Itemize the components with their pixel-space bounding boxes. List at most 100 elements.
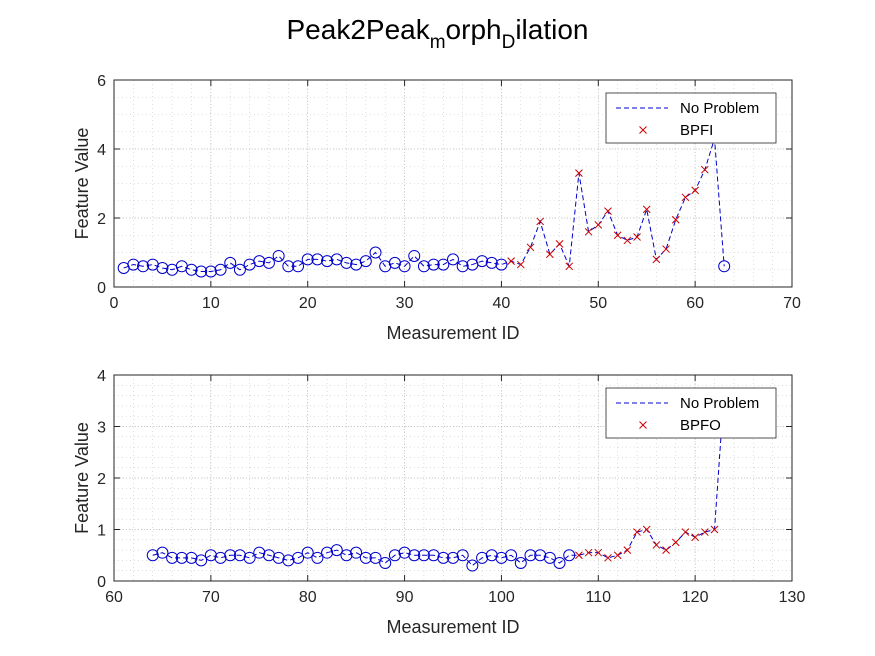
title-segment: D [501,32,516,53]
cross-stroke [613,231,622,240]
point-circle [553,556,566,569]
cross-stroke [575,169,583,178]
point-circle [137,260,150,273]
point-circle [718,260,731,273]
point-circle [495,258,508,271]
x-tick-label: 90 [396,589,414,606]
point-circle [243,551,256,564]
cross-stroke [594,221,603,229]
cross-stroke [604,207,612,215]
cross-stroke [594,548,603,557]
cross-stroke [642,205,651,214]
legend: No Problem BPFI [605,92,777,144]
point-cross [584,227,593,236]
point-circle [456,260,469,273]
title-segment: m [429,32,446,53]
cross-stroke [613,551,622,560]
point-cross [652,255,661,264]
legend-label: No Problem [680,395,759,412]
point-circle [330,544,343,557]
point-circle [224,256,237,269]
point-cross [604,207,612,215]
title-segment: Peak2Peak [286,14,430,45]
point-circle [495,551,508,564]
point-circle [447,253,459,266]
point-cross [507,257,515,265]
cross-stroke [681,193,690,202]
point-circle [534,549,547,562]
cross-stroke [536,217,545,226]
point-cross [691,533,699,542]
cross-stroke [700,528,709,536]
y-axis-label: Feature Value [72,422,92,534]
x-tick-label: 50 [589,295,607,312]
legend-swatch-cross [639,421,647,429]
point-circle [437,551,450,564]
point-circle [311,551,324,564]
x-tick-label: 110 [586,589,612,606]
point-circle [543,551,556,564]
cross-stroke [584,227,593,236]
point-circle [417,260,430,273]
point-circle [166,551,179,564]
title-segment: ilation [515,14,589,45]
x-tick-label: 100 [488,589,515,606]
point-circle [398,260,411,273]
point-cross [575,551,583,560]
cross-stroke [516,260,525,269]
point-cross [536,217,545,226]
point-circle [272,249,285,262]
y-tick-label: 4 [97,142,106,159]
point-circle [156,546,169,559]
point-circle [476,551,489,564]
point-circle [262,549,275,562]
y-tick-label: 4 [97,368,106,385]
point-circle [195,554,208,567]
point-cross [613,551,622,560]
cross-stroke [652,541,661,549]
cross-stroke [546,250,554,259]
x-tick-label: 80 [299,589,317,606]
legend-label: BPFI [680,122,713,139]
x-tick-label: 30 [396,295,414,312]
point-circle [262,256,275,269]
legend-label: No Problem [680,100,759,117]
point-cross [623,546,632,554]
point-circle [185,263,198,276]
x-tick-label: 60 [686,295,704,312]
cross-stroke [671,215,680,224]
point-circle [340,256,353,269]
x-tick-label: 40 [493,295,511,312]
grid [113,79,793,288]
point-cross [691,186,699,195]
x-tick-label: 10 [202,295,220,312]
point-circle [379,556,392,569]
cross-stroke [681,528,690,536]
cross-stroke [700,165,709,174]
point-cross [516,260,525,269]
series-line-no-problem [152,390,725,567]
x-tick-label: 70 [783,295,801,312]
point-cross [575,169,583,178]
point-cross [565,262,574,271]
point-cross [700,165,709,174]
cross-stroke [565,262,574,271]
y-tick-label: 1 [97,523,106,540]
point-cross [584,548,593,557]
point-circle [272,551,285,564]
cross-stroke [507,257,515,265]
y-tick-label: 2 [97,471,106,488]
x-tick-label: 130 [779,589,806,606]
y-axis-label: Feature Value [72,128,92,240]
figure-title: Peak2PeakmorphDilation [0,14,875,54]
cross-stroke [633,528,641,536]
x-tick-label: 0 [110,295,119,312]
point-circle [156,262,169,275]
point-circle [321,255,334,268]
y-tick-label: 6 [97,73,106,90]
point-circle [311,253,324,266]
cross-stroke [652,255,661,264]
point-cross [671,215,680,224]
legend-swatch-cross [639,126,647,134]
